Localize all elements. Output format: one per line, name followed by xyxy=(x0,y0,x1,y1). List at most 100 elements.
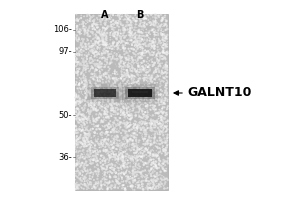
Point xyxy=(78,49,83,53)
Point xyxy=(125,122,130,125)
Point xyxy=(124,24,129,27)
Point xyxy=(122,77,127,81)
Point xyxy=(163,125,167,128)
Point xyxy=(82,42,87,45)
Point xyxy=(103,19,108,22)
Point xyxy=(74,18,79,21)
Point xyxy=(158,129,163,133)
Point xyxy=(97,114,101,118)
Point xyxy=(82,53,87,57)
Point xyxy=(152,187,157,190)
Point xyxy=(149,143,154,146)
Point xyxy=(81,109,85,112)
Point xyxy=(112,57,117,60)
Point xyxy=(74,162,79,165)
Point xyxy=(138,103,143,106)
Point xyxy=(140,179,145,182)
Point xyxy=(99,35,104,38)
Point xyxy=(114,20,118,23)
Point xyxy=(77,76,82,79)
Point xyxy=(127,18,131,21)
Point xyxy=(129,77,134,80)
Point xyxy=(110,38,115,41)
Point xyxy=(104,152,109,156)
Point xyxy=(138,13,142,16)
Point xyxy=(92,131,97,135)
Point xyxy=(113,170,118,173)
Point xyxy=(114,89,119,92)
Point xyxy=(156,112,161,115)
Point xyxy=(115,89,120,92)
Point xyxy=(95,132,100,135)
Point xyxy=(80,49,85,52)
Point xyxy=(99,90,104,93)
Point xyxy=(75,154,80,158)
Point xyxy=(134,160,139,163)
Point xyxy=(92,72,97,75)
Point xyxy=(85,67,90,70)
Point xyxy=(144,96,149,99)
Point xyxy=(88,162,92,165)
Point xyxy=(92,157,97,160)
Point xyxy=(88,158,93,162)
Point xyxy=(147,66,152,70)
Point xyxy=(108,114,113,118)
Point xyxy=(114,152,118,156)
Point xyxy=(152,20,156,23)
Point xyxy=(81,170,86,173)
Point xyxy=(96,153,101,156)
Point xyxy=(82,56,86,59)
Point xyxy=(82,82,87,85)
Point xyxy=(132,18,136,21)
Point xyxy=(116,158,121,161)
Point xyxy=(86,35,91,38)
Point xyxy=(94,128,99,131)
Point xyxy=(113,183,118,186)
Point xyxy=(146,68,150,71)
Point xyxy=(141,43,146,46)
Point xyxy=(106,127,111,130)
Point xyxy=(128,97,132,100)
Point xyxy=(103,37,108,40)
Point xyxy=(82,85,87,88)
Point xyxy=(126,170,131,173)
Point xyxy=(115,109,120,112)
Point xyxy=(124,75,129,78)
Point xyxy=(83,160,88,163)
Point xyxy=(122,107,127,110)
Point xyxy=(77,32,82,36)
Point xyxy=(87,143,92,146)
Point xyxy=(108,36,113,39)
Point xyxy=(86,47,91,51)
Point xyxy=(88,143,93,146)
Point xyxy=(96,36,101,39)
Point xyxy=(80,155,85,158)
Point xyxy=(151,185,155,189)
Point xyxy=(85,100,90,103)
Point xyxy=(127,140,132,143)
Point xyxy=(148,90,153,94)
Point xyxy=(113,154,118,157)
Point xyxy=(94,98,99,101)
Point xyxy=(150,170,155,173)
Point xyxy=(111,145,116,148)
Point xyxy=(121,31,125,34)
Point xyxy=(103,23,107,27)
Point xyxy=(109,75,113,79)
Point xyxy=(124,16,129,19)
Point xyxy=(119,121,124,124)
Point xyxy=(92,165,97,168)
Point xyxy=(80,129,85,132)
Point xyxy=(93,149,98,153)
Point xyxy=(94,147,98,150)
Point xyxy=(107,87,112,90)
Point xyxy=(133,138,138,141)
Point xyxy=(100,109,104,112)
Point xyxy=(140,61,145,64)
Point xyxy=(103,23,108,26)
Point xyxy=(121,184,126,187)
Point xyxy=(114,77,119,80)
Point xyxy=(81,144,86,147)
Point xyxy=(85,57,89,61)
Point xyxy=(115,113,120,116)
